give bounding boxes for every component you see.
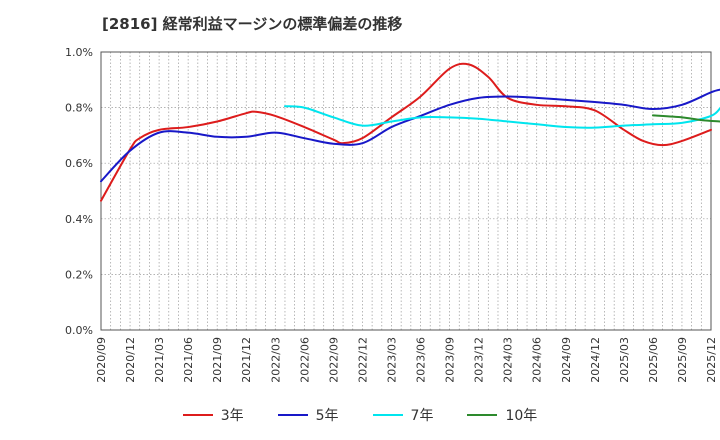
x-tick-label: 2025/06 <box>647 337 660 383</box>
x-tick-label: 2023/03 <box>385 337 398 383</box>
x-tick-label: 2024/03 <box>502 337 515 383</box>
x-tick-label: 2025/12 <box>705 337 718 383</box>
legend-label: 5年 <box>315 408 339 424</box>
legend-label: 10年 <box>505 408 538 424</box>
chart-title: [2816] 経常利益マージンの標準偏差の推移 <box>102 15 403 33</box>
series-line-2 <box>100 88 720 183</box>
y-tick-label: 0.4% <box>65 213 93 226</box>
x-tick-label: 2021/12 <box>240 337 253 383</box>
x-tick-label: 2023/12 <box>473 337 486 383</box>
y-tick-label: 0.2% <box>65 268 93 281</box>
y-tick-label: 0.0% <box>65 324 93 337</box>
x-tick-label: 2021/06 <box>182 337 195 383</box>
legend-item: 7年 <box>372 405 434 425</box>
x-tick-label: 2024/12 <box>589 337 602 383</box>
x-tick-label: 2020/09 <box>95 337 108 383</box>
y-tick-label: 0.6% <box>65 157 93 170</box>
plot-area <box>100 51 712 331</box>
y-tick-label: 0.8% <box>65 102 93 115</box>
legend-swatch <box>467 414 498 416</box>
legend-item: 3年 <box>182 405 244 425</box>
chart-legend: 3年 5年 7年 10年 <box>0 403 720 427</box>
x-tick-label: 2022/09 <box>327 337 340 383</box>
legend-swatch <box>182 414 213 416</box>
series-line-3 <box>283 105 720 129</box>
legend-label: 3年 <box>220 408 244 424</box>
x-tick-label: 2022/03 <box>269 337 282 383</box>
legend-label: 7年 <box>410 408 434 424</box>
x-tick-label: 2022/06 <box>298 337 311 383</box>
x-tick-label: 2021/09 <box>211 337 224 383</box>
x-tick-label: 2023/06 <box>415 337 428 383</box>
x-tick-label: 2024/06 <box>531 337 544 383</box>
x-tick-label: 2021/03 <box>153 337 166 383</box>
legend-item: 10年 <box>467 405 537 425</box>
x-tick-label: 2020/12 <box>124 337 137 383</box>
series-line-4 <box>651 114 720 123</box>
series-line-1 <box>100 62 712 202</box>
y-tick-label: 1.0% <box>65 46 93 59</box>
line-chart: 0.0% 0.2% 0.4% 0.6% 0.8% 1.0% 2020/09 2020/12 20… <box>65 46 720 383</box>
x-tick-label: 2025/09 <box>676 337 689 383</box>
legend-swatch <box>372 414 403 416</box>
x-tick-label: 2022/12 <box>356 337 369 383</box>
legend-item: 5年 <box>277 405 339 425</box>
x-tick-label: 2024/09 <box>560 337 573 383</box>
legend-swatch <box>277 414 308 416</box>
x-tick-label: 2025/03 <box>618 337 631 383</box>
x-tick-label: 2023/09 <box>444 337 457 383</box>
